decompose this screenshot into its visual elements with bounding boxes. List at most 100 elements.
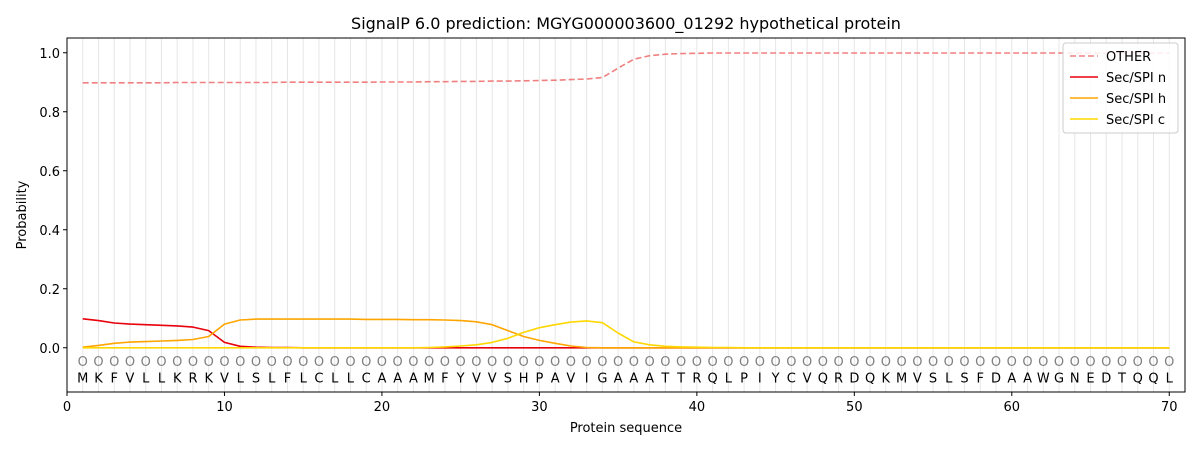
- region-marker: O: [833, 355, 843, 370]
- sequence-letter: Q: [1133, 371, 1143, 386]
- sequence-letter: W: [1037, 371, 1050, 386]
- sequence-letter: L: [237, 371, 245, 386]
- sequence-letter: V: [913, 371, 922, 386]
- region-marker: O: [629, 355, 639, 370]
- sequence-letter: M: [77, 371, 88, 386]
- region-marker: O: [802, 355, 812, 370]
- sequence-letter: Y: [771, 371, 780, 386]
- sequence-letter: C: [787, 371, 796, 386]
- legend: OTHER Sec/SPI n Sec/SPI h Sec/SPI c: [1062, 42, 1179, 134]
- region-marker: O: [345, 355, 355, 370]
- sequence-letter: C: [314, 371, 323, 386]
- region-marker: O: [534, 355, 544, 370]
- region-marker: O: [1085, 355, 1095, 370]
- region-marker: O: [408, 355, 418, 370]
- sequence-letter: E: [1086, 371, 1094, 386]
- region-marker: O: [707, 355, 717, 370]
- y-tick-label: 0.2: [39, 283, 60, 298]
- sequence-letter: Q: [865, 371, 875, 386]
- legend-label: Sec/SPI n: [1106, 71, 1166, 86]
- region-marker: O: [251, 355, 261, 370]
- region-marker: O: [235, 355, 245, 370]
- sequence-letter: A: [1007, 371, 1016, 386]
- sequence-letter: A: [614, 371, 623, 386]
- y-tick-label: 1.0: [39, 47, 60, 62]
- region-marker: O: [282, 355, 292, 370]
- region-marker: O: [1007, 355, 1017, 370]
- region-marker: O: [78, 355, 88, 370]
- region-marker: O: [109, 355, 119, 370]
- region-marker: O: [298, 355, 308, 370]
- sequence-letter: F: [284, 371, 291, 386]
- series-lines: [82, 52, 1170, 349]
- legend-label: Sec/SPI c: [1106, 113, 1165, 128]
- sequence-letter: A: [645, 371, 654, 386]
- region-marker: O: [424, 355, 434, 370]
- sequence-letter: Y: [456, 371, 465, 386]
- region-marker: O: [314, 355, 324, 370]
- sequence-letter: I: [585, 371, 589, 386]
- sequence-letter: K: [882, 371, 891, 386]
- region-marker: O: [219, 355, 229, 370]
- region-marker: O: [93, 355, 103, 370]
- x-tick-label: 50: [846, 400, 863, 415]
- region-marker: O: [755, 355, 765, 370]
- sequence-letter: R: [188, 371, 197, 386]
- sequence-letter: T: [660, 371, 669, 386]
- region-marker: O: [361, 355, 371, 370]
- sequence-letter: S: [504, 371, 512, 386]
- region-marker: O: [660, 355, 670, 370]
- sequence-letter: A: [1023, 371, 1032, 386]
- sequence-letter: C: [362, 371, 371, 386]
- region-marker: O: [519, 355, 529, 370]
- sequence-letter: R: [692, 371, 701, 386]
- region-marker: O: [1054, 355, 1064, 370]
- y-tick-label: 0.6: [39, 165, 60, 180]
- sequence-letter: P: [740, 371, 748, 386]
- region-marker: O: [818, 355, 828, 370]
- sequence-letter: L: [142, 371, 150, 386]
- region-marker: O: [440, 355, 450, 370]
- sequence-letter: L: [268, 371, 276, 386]
- sequence-letter: D: [991, 371, 1001, 386]
- region-marker: O: [928, 355, 938, 370]
- region-marker: O: [172, 355, 182, 370]
- region-marker: O: [959, 355, 969, 370]
- sequence-letter: K: [94, 371, 103, 386]
- legend-label: Sec/SPI h: [1106, 92, 1166, 107]
- sequence-letter: K: [204, 371, 213, 386]
- region-marker: O: [896, 355, 906, 370]
- sequence-letter: L: [725, 371, 733, 386]
- region-marker: O: [676, 355, 686, 370]
- x-tick-label: 0: [63, 400, 71, 415]
- sequence-letter: S: [960, 371, 968, 386]
- region-marker: O: [613, 355, 623, 370]
- region-marker: O: [881, 355, 891, 370]
- y-tick-label: 0.0: [39, 342, 60, 357]
- sequence-letter: A: [551, 371, 560, 386]
- x-tick-label: 20: [374, 400, 391, 415]
- legend-box: [1062, 42, 1179, 134]
- region-marker: O: [692, 355, 702, 370]
- region-marker: O: [267, 355, 277, 370]
- sequence-letter: D: [849, 371, 859, 386]
- y-axis-label: Probability: [15, 180, 30, 249]
- region-marker: O: [188, 355, 198, 370]
- sequence-letter: P: [535, 371, 543, 386]
- sequence-letter: S: [929, 371, 937, 386]
- sequence-letter: Q: [707, 371, 717, 386]
- x-tick-label: 70: [1161, 400, 1178, 415]
- sequence-letter: V: [472, 371, 481, 386]
- region-marker: O: [156, 355, 166, 370]
- sequence-letter: L: [158, 371, 166, 386]
- region-marker: O: [582, 355, 592, 370]
- region-marker: O: [770, 355, 780, 370]
- region-marker: O: [786, 355, 796, 370]
- sequence-letter: S: [252, 371, 260, 386]
- series-line-3: [82, 320, 1170, 349]
- sequence-letter: F: [441, 371, 448, 386]
- region-marker: O: [1022, 355, 1032, 370]
- region-marker: O: [1133, 355, 1143, 370]
- region-marker: O: [550, 355, 560, 370]
